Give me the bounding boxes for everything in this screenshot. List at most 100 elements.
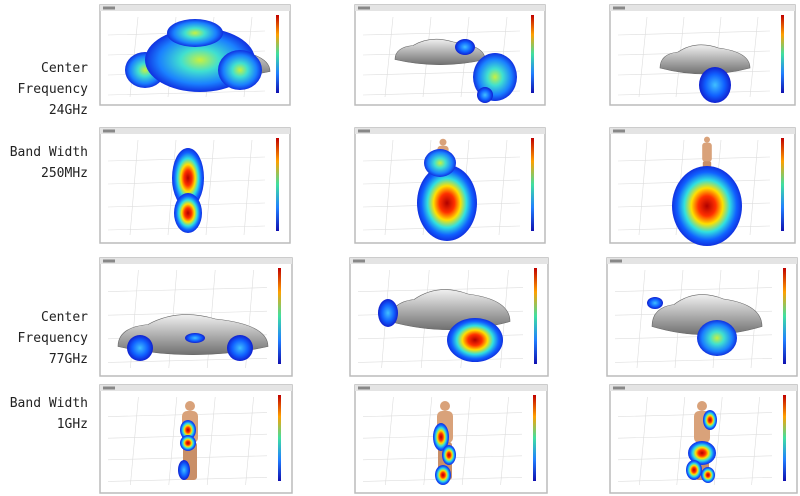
heat-blob: [647, 297, 663, 309]
panel-titlebar: [350, 258, 548, 264]
panel: [354, 384, 548, 494]
grid-line: [617, 30, 771, 36]
heat-blob: [172, 148, 204, 208]
grid-line: [638, 16, 648, 98]
grid-line: [500, 396, 509, 486]
panel: [606, 257, 798, 377]
grid-line: [614, 287, 773, 292]
row-label: 250MHz: [41, 166, 88, 181]
panel-titlebar: [355, 385, 547, 391]
grid-line: [498, 139, 508, 236]
heat-blob: [127, 335, 153, 361]
panel: [609, 4, 796, 106]
grid-line: [107, 310, 268, 316]
grid-line: [245, 396, 254, 486]
panels: [99, 4, 798, 494]
heat-blob: [701, 467, 715, 483]
panel-titlebar: [610, 5, 795, 11]
row-label: 24GHz: [49, 103, 88, 118]
panel-titlebar: [610, 385, 797, 391]
colorbar: [531, 15, 534, 93]
grid-line: [357, 358, 524, 363]
heat-blob: [688, 441, 716, 465]
heat-blob: [435, 465, 451, 485]
heat-blob: [699, 67, 731, 103]
grid-line: [168, 396, 178, 486]
heat-blob: [178, 460, 190, 480]
heat-blob: [697, 320, 737, 356]
grid-line: [676, 396, 686, 486]
grid-line: [617, 156, 771, 162]
panel: [354, 4, 546, 106]
panel: [99, 127, 291, 244]
grid-line: [167, 139, 177, 236]
colorbar: [781, 15, 784, 93]
row-label: 77GHz: [49, 352, 88, 367]
heat-blob: [672, 166, 742, 246]
row-label: Center: [41, 310, 88, 325]
row-label: Center: [41, 61, 88, 76]
human-head: [704, 136, 710, 143]
colorbar: [531, 138, 534, 231]
grid-line: [423, 396, 433, 486]
panel: [609, 127, 796, 246]
heat-blob: [180, 420, 196, 440]
heat-blob: [218, 50, 262, 90]
row-label: Frequency: [18, 331, 89, 346]
panel-titlebar: [355, 5, 545, 11]
panel-button: [103, 259, 115, 263]
colorbar: [276, 138, 279, 231]
heat-blob: [686, 460, 702, 480]
panel: [99, 4, 291, 106]
grid-line: [130, 396, 139, 486]
grid-line: [385, 396, 394, 486]
panel-button: [103, 129, 115, 133]
heat-blob: [477, 87, 493, 103]
row-label: Frequency: [18, 82, 89, 97]
grid-line: [205, 139, 215, 236]
panel-titlebar: [607, 258, 797, 264]
grid-line: [749, 139, 759, 236]
grid-line: [614, 334, 773, 340]
human-body: [702, 142, 712, 162]
grid-line: [206, 396, 216, 486]
panel-button: [353, 259, 365, 263]
grid-line: [749, 16, 759, 98]
colorbar: [783, 268, 786, 364]
grid-line: [129, 139, 139, 236]
colorbar: [278, 395, 281, 481]
human-head: [185, 401, 195, 411]
grid-line: [384, 16, 394, 98]
human-head: [697, 401, 707, 411]
grid-line: [639, 396, 648, 486]
grid-line: [636, 269, 646, 369]
grid-line: [614, 358, 773, 363]
colorbar: [781, 138, 784, 231]
heat-blob: [174, 193, 202, 233]
human-head: [439, 138, 447, 146]
colorbar: [534, 268, 537, 364]
heat-blob: [447, 318, 503, 362]
heat-blob: [703, 410, 717, 430]
colorbar: [278, 268, 281, 364]
panel: [99, 384, 293, 494]
panel: [99, 257, 293, 377]
heat-blob: [442, 445, 456, 465]
row-label: Band Width: [10, 396, 88, 411]
panel-button: [613, 129, 625, 133]
grid-line: [713, 396, 723, 486]
colorbar: [783, 395, 786, 481]
grid-line: [461, 396, 471, 486]
panel-button: [358, 386, 370, 390]
heat-blob: [227, 335, 253, 361]
heat-blob: [180, 435, 196, 451]
grid-line: [384, 139, 394, 236]
grid-line: [362, 30, 521, 36]
panel-titlebar: [355, 128, 545, 134]
panel-button: [358, 129, 370, 133]
panel: [354, 127, 546, 244]
panel: [609, 384, 798, 494]
human-head: [440, 401, 450, 411]
grid-line: [617, 90, 771, 96]
